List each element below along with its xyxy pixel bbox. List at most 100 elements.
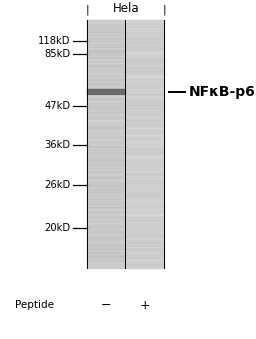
Bar <box>126 118 164 119</box>
Bar <box>126 92 164 93</box>
Bar <box>87 192 125 193</box>
Bar <box>87 226 125 227</box>
Bar <box>126 219 164 220</box>
Bar <box>87 231 125 232</box>
Bar <box>126 200 164 201</box>
Bar <box>87 196 125 197</box>
Bar <box>87 197 125 198</box>
Bar <box>87 68 125 69</box>
Bar <box>126 193 164 194</box>
Bar <box>126 49 164 50</box>
Bar <box>126 69 164 70</box>
Bar <box>126 59 164 60</box>
Bar <box>126 62 164 63</box>
Bar <box>126 24 164 25</box>
Bar <box>126 67 164 68</box>
Bar <box>126 215 164 216</box>
Bar <box>87 124 125 125</box>
Bar <box>126 177 164 178</box>
Bar <box>87 200 125 201</box>
Bar <box>87 222 125 223</box>
Bar <box>126 61 164 62</box>
Bar <box>87 77 125 78</box>
Bar <box>126 233 164 234</box>
Bar <box>126 211 164 212</box>
Bar <box>126 161 164 162</box>
Bar <box>87 208 125 209</box>
Bar <box>126 83 164 84</box>
Bar <box>126 126 164 127</box>
Bar <box>87 51 125 52</box>
Bar <box>87 115 125 116</box>
Bar <box>87 172 125 173</box>
Bar <box>126 64 164 65</box>
Bar <box>126 216 164 217</box>
Bar <box>126 86 164 87</box>
Bar <box>126 141 164 142</box>
Bar <box>87 194 125 195</box>
Bar <box>126 166 164 167</box>
Bar <box>87 163 125 164</box>
Bar <box>87 76 125 77</box>
Bar <box>126 236 164 237</box>
Bar <box>87 247 125 248</box>
Bar <box>126 204 164 205</box>
Bar <box>87 148 125 149</box>
Bar <box>126 35 164 36</box>
Text: 36kD: 36kD <box>44 140 70 150</box>
Bar <box>126 28 164 29</box>
Bar <box>126 117 164 118</box>
Bar <box>87 31 125 32</box>
Bar <box>87 262 125 263</box>
Bar <box>126 55 164 56</box>
Bar <box>87 107 125 108</box>
Bar <box>126 196 164 197</box>
Bar <box>87 70 125 71</box>
Bar <box>126 168 164 169</box>
Bar <box>126 65 164 66</box>
Bar <box>126 266 164 267</box>
Bar <box>126 243 164 244</box>
Bar <box>87 21 125 22</box>
Bar <box>126 164 164 165</box>
Bar <box>126 202 164 203</box>
Bar <box>126 222 164 223</box>
Bar <box>87 139 125 140</box>
Bar <box>126 160 164 161</box>
Bar <box>126 105 164 106</box>
Text: 118kD: 118kD <box>38 36 70 46</box>
Bar <box>87 63 125 64</box>
Bar <box>126 100 164 101</box>
Bar <box>87 206 125 207</box>
Bar <box>126 256 164 257</box>
Bar <box>87 259 125 260</box>
Bar <box>126 75 164 76</box>
Bar <box>126 143 164 144</box>
Bar <box>87 224 125 225</box>
Bar <box>87 150 125 151</box>
Bar <box>126 63 164 64</box>
Bar <box>87 99 125 100</box>
Bar <box>87 126 125 127</box>
Bar <box>87 45 125 46</box>
Bar <box>126 223 164 224</box>
Bar <box>87 43 125 44</box>
Bar <box>126 264 164 265</box>
Bar <box>126 171 164 172</box>
Bar <box>87 24 125 25</box>
Bar <box>87 22 125 23</box>
Text: Peptide: Peptide <box>15 300 54 310</box>
Bar <box>126 173 164 174</box>
Bar <box>87 97 125 98</box>
Bar <box>126 99 164 100</box>
Bar <box>87 40 125 41</box>
Bar <box>87 108 125 109</box>
Bar <box>126 245 164 246</box>
Bar <box>126 47 164 48</box>
Bar <box>87 157 125 158</box>
Bar <box>87 242 125 243</box>
Bar <box>126 58 164 59</box>
Bar <box>126 32 164 33</box>
Bar <box>126 209 164 210</box>
Bar <box>126 195 164 196</box>
